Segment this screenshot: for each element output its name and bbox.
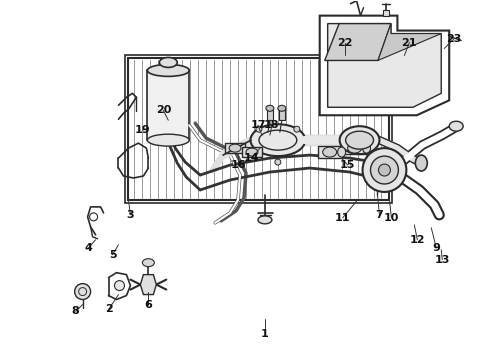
Ellipse shape — [159, 58, 177, 67]
Bar — [242, 147, 262, 157]
Circle shape — [74, 284, 91, 300]
Text: 15: 15 — [340, 160, 355, 170]
Circle shape — [378, 164, 391, 176]
Text: 4: 4 — [85, 243, 93, 253]
Polygon shape — [325, 24, 391, 60]
Text: 14: 14 — [244, 153, 260, 163]
Text: 13: 13 — [435, 255, 450, 265]
Bar — [128, 58, 390, 200]
Bar — [279, 108, 285, 120]
Bar — [225, 143, 245, 153]
Ellipse shape — [258, 216, 272, 224]
Bar — [343, 142, 367, 154]
Ellipse shape — [246, 148, 258, 156]
Bar — [147, 71, 189, 140]
Bar — [125, 55, 392, 203]
Ellipse shape — [363, 143, 370, 153]
Text: 3: 3 — [126, 210, 134, 220]
Text: 12: 12 — [410, 235, 425, 245]
Polygon shape — [378, 24, 441, 60]
Text: 16: 16 — [230, 160, 246, 170]
Polygon shape — [141, 275, 156, 294]
Text: 7: 7 — [376, 210, 383, 220]
Ellipse shape — [345, 131, 373, 149]
Text: 11: 11 — [335, 213, 350, 223]
Ellipse shape — [229, 144, 241, 152]
Bar — [267, 108, 273, 120]
Circle shape — [275, 159, 281, 165]
Polygon shape — [319, 15, 449, 115]
Text: 23: 23 — [446, 33, 462, 44]
Text: 20: 20 — [156, 105, 171, 115]
Text: 6: 6 — [145, 300, 152, 310]
Circle shape — [370, 156, 398, 184]
Text: 1: 1 — [261, 329, 269, 339]
Ellipse shape — [266, 105, 274, 111]
Ellipse shape — [143, 259, 154, 267]
Ellipse shape — [416, 155, 427, 171]
Circle shape — [115, 280, 124, 291]
Bar — [384, 10, 390, 15]
Ellipse shape — [369, 169, 386, 181]
Polygon shape — [328, 24, 441, 107]
Text: 8: 8 — [72, 306, 79, 316]
Ellipse shape — [250, 124, 305, 156]
Text: 10: 10 — [384, 213, 399, 223]
Ellipse shape — [338, 147, 345, 157]
Circle shape — [294, 126, 300, 132]
Text: 5: 5 — [109, 250, 116, 260]
Text: 2: 2 — [105, 305, 112, 315]
Ellipse shape — [340, 126, 379, 154]
Text: 9: 9 — [432, 243, 440, 253]
Text: 17: 17 — [250, 120, 266, 130]
Ellipse shape — [449, 121, 463, 131]
Bar — [318, 146, 342, 158]
Circle shape — [363, 148, 406, 192]
Text: 18: 18 — [264, 120, 280, 130]
Bar — [128, 58, 390, 200]
Circle shape — [256, 126, 262, 132]
Ellipse shape — [147, 134, 189, 146]
Ellipse shape — [347, 143, 362, 153]
Ellipse shape — [147, 64, 189, 76]
Text: 19: 19 — [135, 125, 150, 135]
Ellipse shape — [323, 147, 337, 157]
Ellipse shape — [278, 105, 286, 111]
Text: 22: 22 — [337, 37, 352, 48]
Text: 21: 21 — [402, 37, 417, 48]
